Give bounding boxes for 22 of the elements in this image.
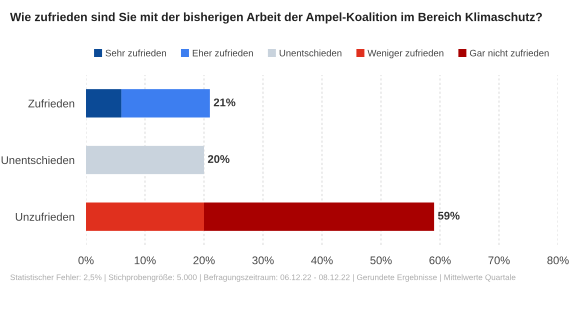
legend-label: Sehr zufrieden (106, 50, 166, 56)
x-tick-label: 70% (488, 256, 510, 264)
x-tick-label: 40% (311, 256, 333, 264)
x-tick-label: 20% (193, 256, 215, 264)
x-tick-label: 30% (252, 256, 274, 264)
total-label: 59% (438, 212, 460, 220)
legend-label: Eher zufrieden (192, 50, 253, 56)
y-tick-label: Zufrieden (28, 99, 74, 108)
x-tick-label: 80% (547, 256, 569, 264)
x-tick-label: 60% (429, 256, 451, 264)
y-tick-label: Unzufrieden (16, 212, 74, 221)
x-tick-label: 0% (78, 256, 94, 264)
total-label: 20% (208, 155, 230, 163)
total-label: 21% (214, 98, 236, 106)
x-tick-label: 50% (370, 256, 392, 264)
x-tick-label: 10% (134, 256, 156, 264)
legend-label: Gar nicht zufrieden (470, 50, 549, 56)
legend-label: Weniger zufrieden (368, 50, 444, 58)
text: Statistischer Fehler: 2,5% | Stichprobengröße: 5.000 | Befragungszeitraum: 06.12.22 - 08.12.22 | Gerundete Ergebnisse | Mittelwerte Quartale (10, 274, 516, 282)
legend-label: Unentschieden (280, 50, 342, 56)
chart-title: Wie zufrieden sind Sie mit der bisherigen Arbeit der Ampel-Koalition im Bereich Klimaschutz? (10, 12, 542, 24)
y-tick-label: Unentschieden (2, 156, 74, 164)
